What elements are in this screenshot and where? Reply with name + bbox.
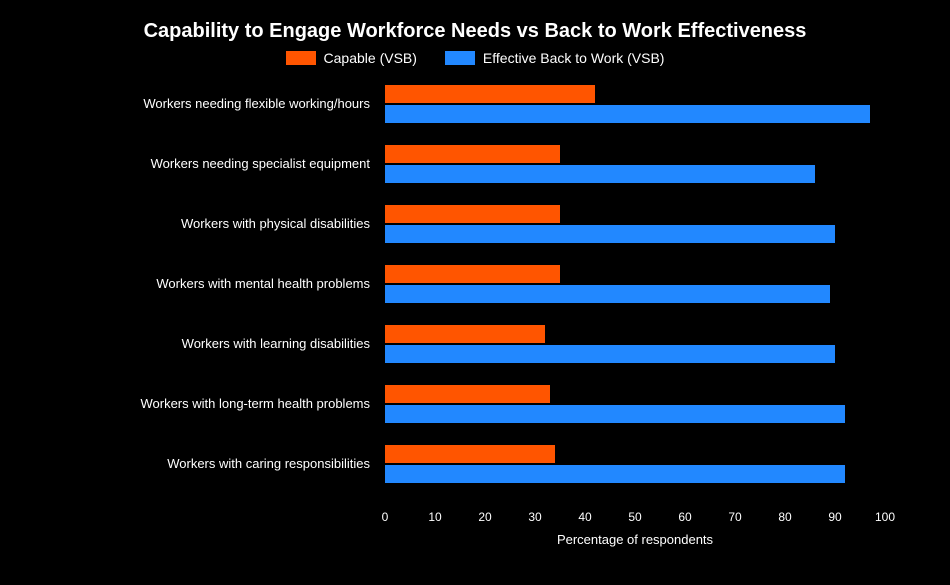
category-label: Workers with caring responsibilities xyxy=(30,456,370,471)
legend-item: Capable (VSB) xyxy=(286,50,417,66)
bar xyxy=(385,205,560,223)
bar xyxy=(385,345,835,363)
bar xyxy=(385,405,845,423)
x-tick: 100 xyxy=(865,510,905,524)
bar xyxy=(385,465,845,483)
x-tick: 90 xyxy=(815,510,855,524)
x-tick: 30 xyxy=(515,510,555,524)
x-tick: 10 xyxy=(415,510,455,524)
x-axis-title: Percentage of respondents xyxy=(385,532,885,547)
x-tick: 60 xyxy=(665,510,705,524)
bar xyxy=(385,145,560,163)
category-label: Workers with mental health problems xyxy=(30,276,370,291)
category-label: Workers with long-term health problems xyxy=(30,396,370,411)
chart-title: Capability to Engage Workforce Needs vs … xyxy=(0,20,950,43)
x-tick: 80 xyxy=(765,510,805,524)
x-axis: Percentage of respondents 01020304050607… xyxy=(385,510,885,550)
bar xyxy=(385,445,555,463)
legend-swatch xyxy=(286,51,316,65)
category-label: Workers needing flexible working/hours xyxy=(30,96,370,111)
category-label: Workers needing specialist equipment xyxy=(30,156,370,171)
legend-item: Effective Back to Work (VSB) xyxy=(445,50,665,66)
x-tick: 40 xyxy=(565,510,605,524)
bar xyxy=(385,105,870,123)
bar xyxy=(385,325,545,343)
bar xyxy=(385,165,815,183)
chart-legend: Capable (VSB) Effective Back to Work (VSB… xyxy=(0,50,950,68)
category-label: Workers with learning disabilities xyxy=(30,336,370,351)
legend-label: Effective Back to Work (VSB) xyxy=(483,50,665,66)
bar xyxy=(385,225,835,243)
x-tick: 50 xyxy=(615,510,655,524)
bar xyxy=(385,85,595,103)
x-tick: 20 xyxy=(465,510,505,524)
bar xyxy=(385,285,830,303)
x-tick: 70 xyxy=(715,510,755,524)
bar xyxy=(385,385,550,403)
legend-label: Capable (VSB) xyxy=(324,50,417,66)
plot-area: Workers needing flexible working/hoursWo… xyxy=(385,85,885,505)
legend-swatch xyxy=(445,51,475,65)
x-tick: 0 xyxy=(365,510,405,524)
bar xyxy=(385,265,560,283)
category-label: Workers with physical disabilities xyxy=(30,216,370,231)
